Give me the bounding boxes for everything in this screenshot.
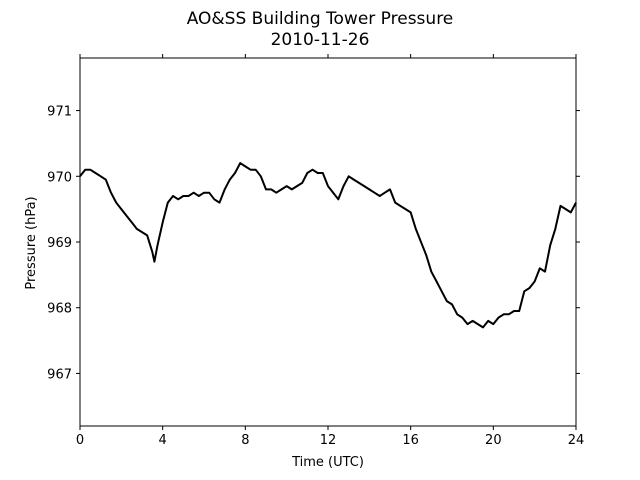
chart-title: AO&SS Building Tower Pressure [187,9,454,29]
x-tick-label: 16 [402,433,419,448]
x-tick-label: 4 [159,433,167,448]
x-tick-label: 24 [568,433,585,448]
x-tick-label: 12 [320,433,337,448]
y-tick-label: 967 [47,367,72,382]
x-tick-label: 20 [485,433,502,448]
y-tick-label: 971 [47,105,72,120]
x-tick-label: 8 [241,433,249,448]
y-tick-label: 970 [47,170,72,185]
plot-area: 0 4 8 12 16 20 24 967 968 969 970 971 [47,54,584,448]
x-axis-label: Time (UTC) [291,455,364,470]
plot-frame [79,57,577,427]
x-tick-label: 0 [76,433,84,448]
y-axis-label: Pressure (hPa) [24,196,39,289]
chart-subtitle: 2010-11-26 [271,30,370,50]
series-line-0 [79,162,577,329]
y-tick-label: 969 [47,236,72,251]
y-tick-label: 968 [47,302,72,317]
